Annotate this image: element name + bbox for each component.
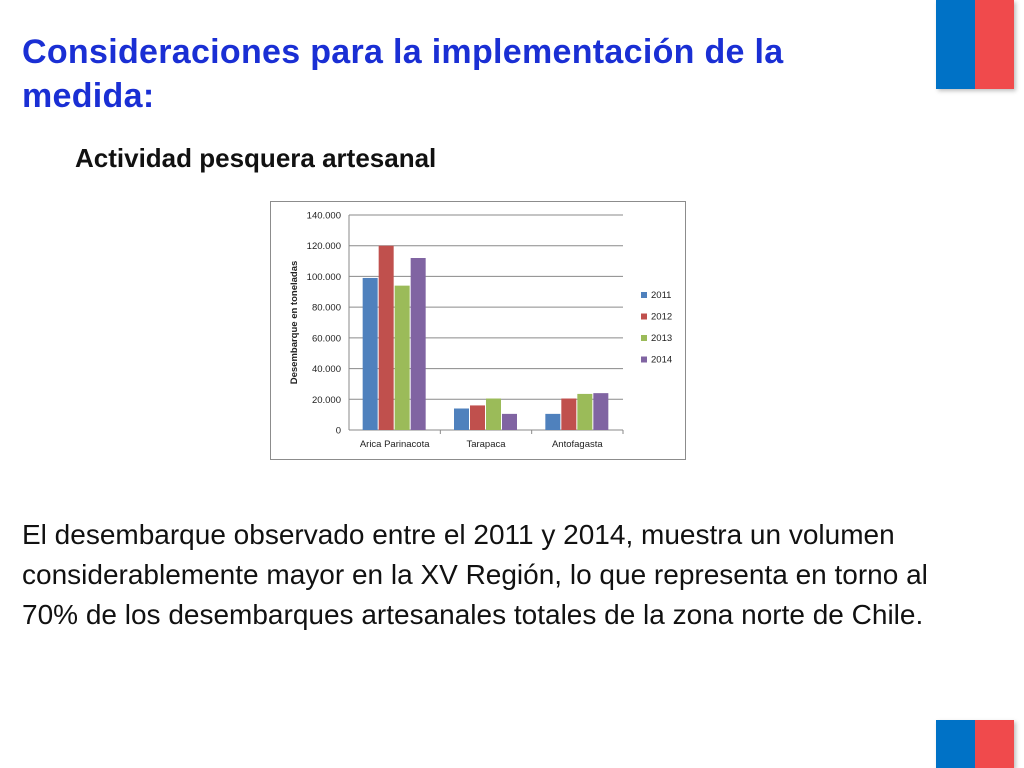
- y-tick-label: 140.000: [307, 211, 341, 222]
- y-tick-label: 60.000: [312, 333, 341, 344]
- slide-subtitle: Actividad pesquera artesanal: [75, 143, 437, 173]
- y-tick-label: 100.000: [307, 272, 341, 283]
- flag-decoration-bottom: [936, 720, 1014, 768]
- bar-chart-svg: 0 20.000 40.000 60.000 80.000 100.000 120.000 1…: [289, 211, 672, 451]
- flag-blue-stripe: [936, 0, 975, 89]
- legend-swatch: [641, 292, 647, 298]
- bar-2012: [378, 245, 394, 430]
- x-tick-label: Antofagasta: [552, 439, 603, 450]
- y-tick-label: 20.000: [312, 395, 341, 406]
- flag-red-stripe: [975, 720, 1014, 768]
- bar-2014: [502, 413, 517, 430]
- legend-label: 2012: [651, 312, 672, 323]
- bar-chart: 0 20.000 40.000 60.000 80.000 100.000 120.000 1…: [270, 201, 686, 460]
- y-tick-label: 120.000: [307, 241, 341, 252]
- bar-2014: [593, 393, 609, 430]
- bar-2012: [561, 398, 577, 430]
- legend-label: 2014: [651, 355, 672, 366]
- flag-red-stripe: [975, 0, 1014, 89]
- x-tick-label: Arica Parinacota: [360, 439, 430, 450]
- legend-swatch: [641, 335, 647, 341]
- bar-2011: [454, 408, 469, 430]
- x-tick-label: Tarapaca: [466, 439, 506, 450]
- bar-2013: [486, 398, 501, 430]
- flag-blue-stripe: [936, 720, 975, 768]
- bar-2011: [362, 277, 378, 430]
- y-tick-label: 0: [336, 426, 341, 437]
- y-tick-label: 80.000: [312, 303, 341, 314]
- legend-swatch: [641, 356, 647, 363]
- legend-swatch: [641, 313, 647, 320]
- y-tick-label: 40.000: [312, 364, 341, 375]
- bar-2013: [394, 285, 410, 430]
- slide-title: Consideraciones para la implementación d…: [22, 33, 784, 115]
- y-axis-title: Desembarque en toneladas: [289, 261, 300, 385]
- bar-2012: [470, 405, 485, 430]
- bar-2011: [545, 413, 561, 430]
- slide-body-text: El desembarque observado entre el 2011 y…: [22, 519, 928, 630]
- flag-decoration-top: [936, 0, 1014, 89]
- legend-label: 2013: [651, 333, 672, 344]
- bar-2014: [410, 258, 426, 430]
- legend-label: 2011: [651, 290, 671, 301]
- bar-2013: [577, 393, 593, 430]
